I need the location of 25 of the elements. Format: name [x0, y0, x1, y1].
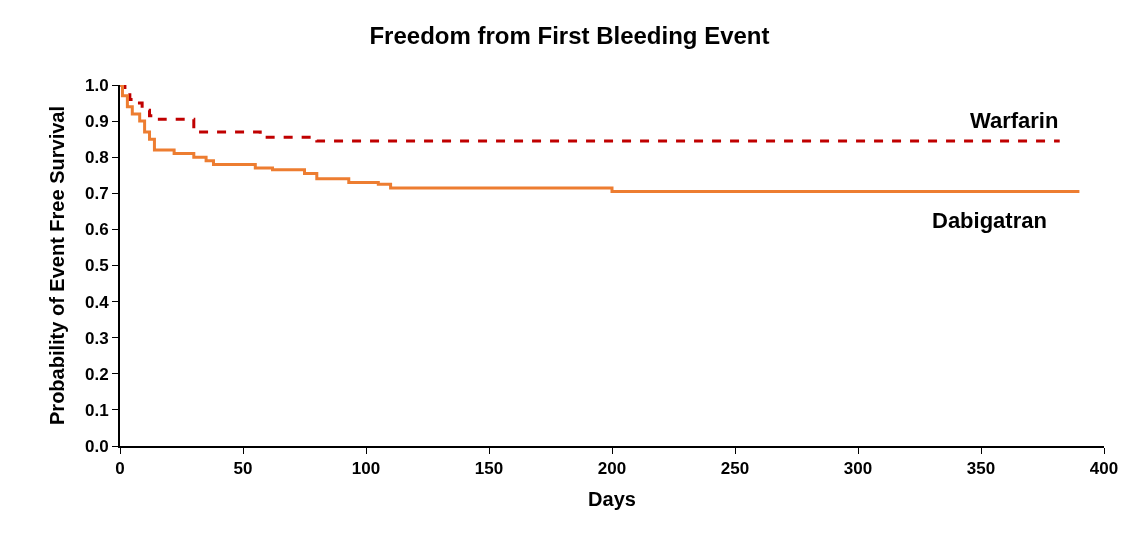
x-tick-label: 50: [233, 459, 253, 479]
y-tick-label: 0.4: [84, 292, 110, 312]
x-tick-label: 400: [1089, 459, 1119, 479]
x-tick-label: 250: [720, 459, 750, 479]
series-label: Warfarin: [970, 108, 1059, 133]
x-tick-label: 150: [474, 459, 504, 479]
y-tick-label: 0.2: [84, 364, 109, 384]
series-label: Dabigatran: [932, 208, 1047, 233]
y-tick-label: 0.1: [84, 400, 109, 420]
y-tick-label: 0.6: [84, 220, 109, 240]
y-tick-label: 0.8: [84, 148, 109, 168]
x-tick-label: 0: [115, 459, 125, 479]
y-axis-title: Probability of Event Free Survival: [45, 106, 68, 425]
y-tick-label: 0.3: [84, 328, 109, 348]
y-tick-label: 0.7: [84, 184, 109, 204]
x-axis-title: Days: [588, 488, 636, 511]
x-tick-label: 300: [843, 459, 873, 479]
x-tick-label: 350: [966, 459, 996, 479]
y-tick-label: 0.9: [84, 112, 109, 132]
y-tick-label: 1.0: [84, 75, 109, 95]
y-tick-label: 0.5: [84, 256, 109, 276]
chart-title: Freedom from First Bleeding Event: [369, 21, 770, 49]
x-tick-label: 200: [597, 459, 627, 479]
x-tick-label: 100: [351, 459, 381, 479]
y-tick-label: 0.0: [84, 436, 109, 456]
